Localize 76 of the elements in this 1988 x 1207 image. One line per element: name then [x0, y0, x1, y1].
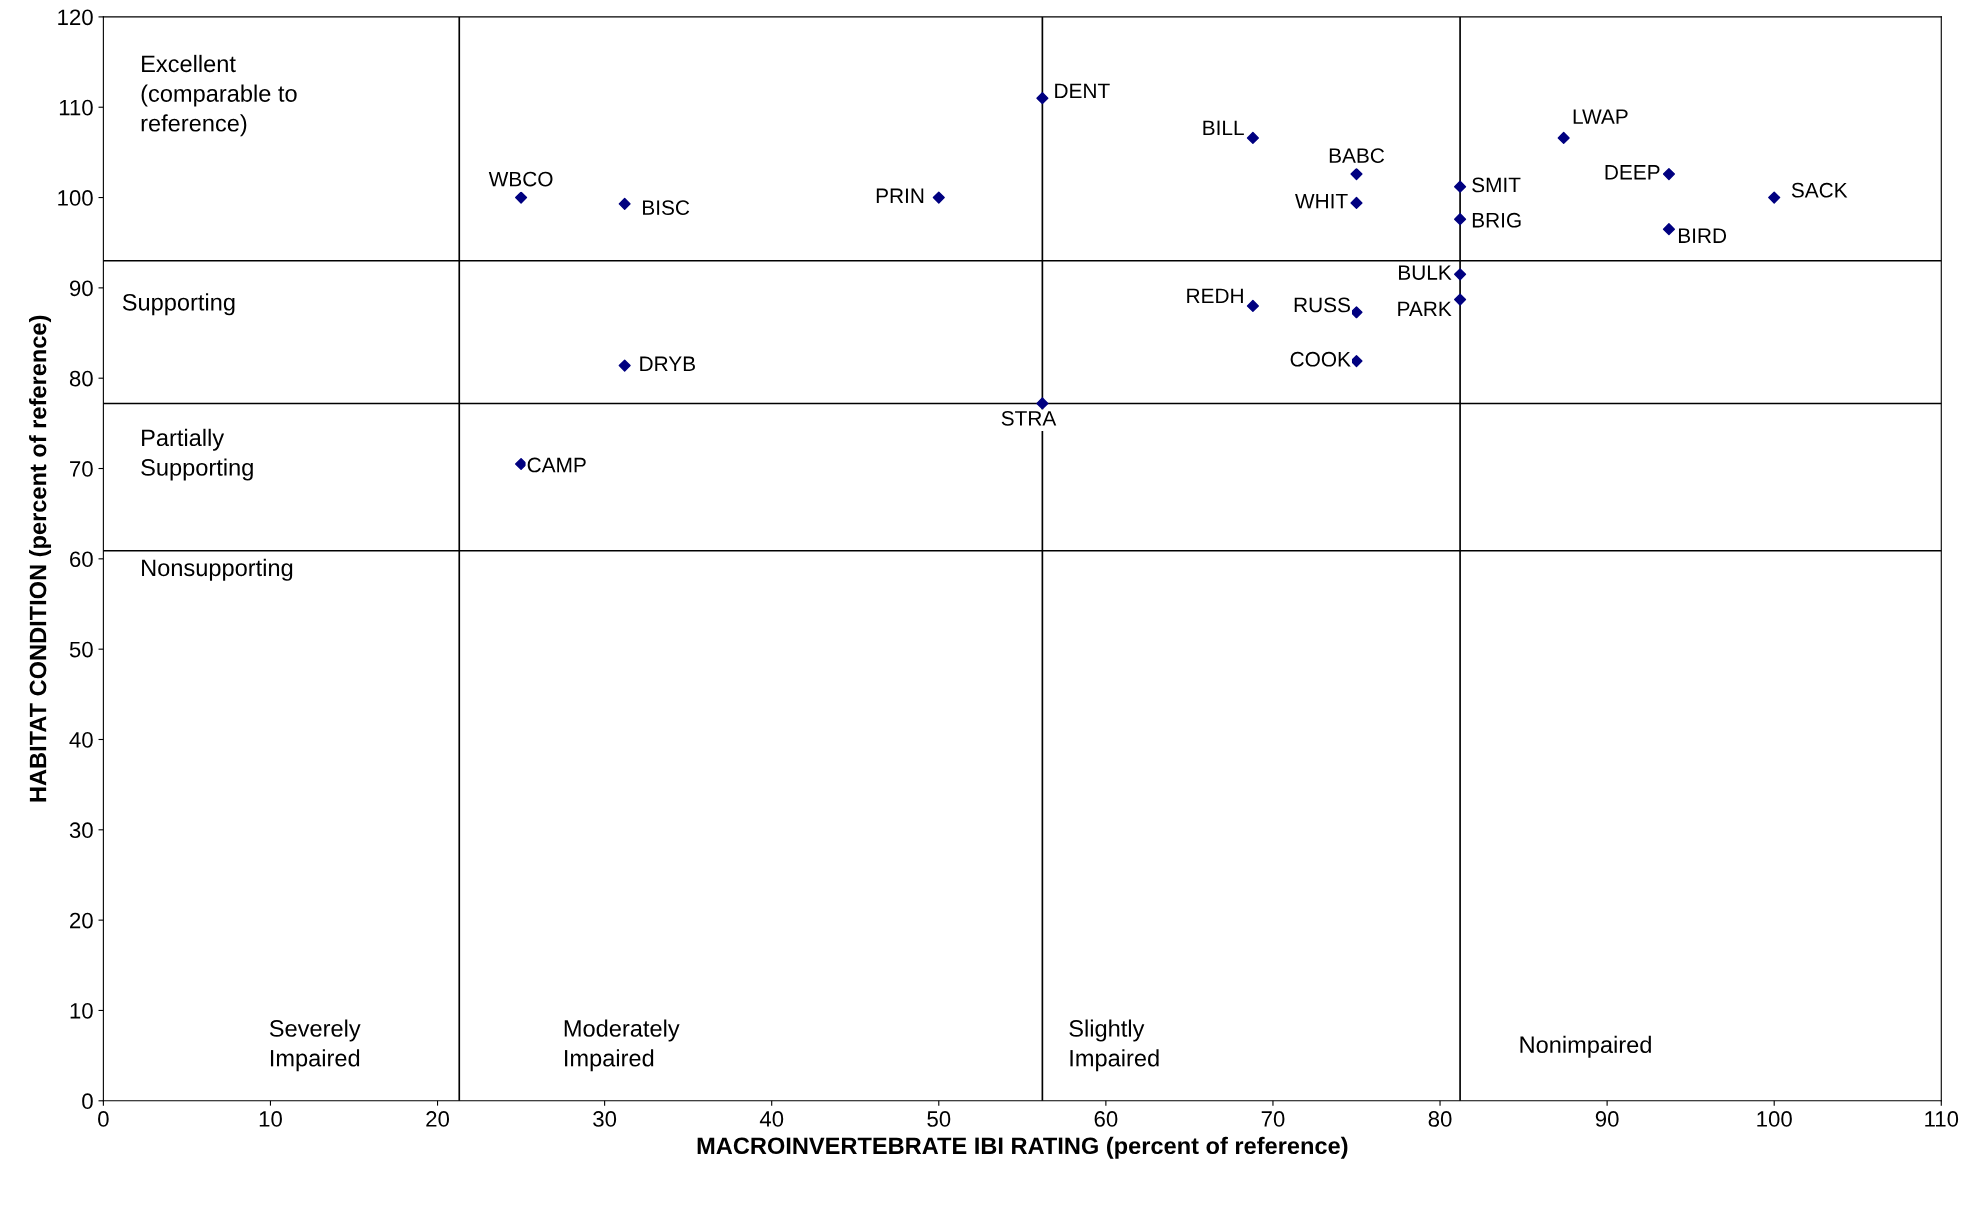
point: [515, 457, 528, 471]
point: [515, 191, 528, 204]
annotation: Nonsupporting: [142, 558, 293, 581]
data-label: REDH: [1187, 288, 1243, 303]
data-label: PARK: [1398, 301, 1452, 317]
y-tick-label: 0: [82, 1093, 93, 1110]
point: [1454, 293, 1467, 306]
y-tick-label: 20: [70, 912, 93, 929]
x-tick-label: 20: [426, 1111, 450, 1127]
point: [1454, 268, 1467, 281]
x-tick-label: 40: [759, 1111, 784, 1127]
y-tick-label: 80: [69, 370, 93, 387]
x-tick-label: 70: [1261, 1111, 1285, 1127]
point: [1036, 397, 1049, 410]
point: [618, 359, 631, 372]
y-tick-label: 50: [69, 641, 93, 658]
y-tick-label: 100: [58, 190, 93, 206]
x-tick-label: 10: [259, 1111, 282, 1127]
point: [1350, 167, 1363, 181]
data-label: CAMP: [527, 457, 586, 473]
point: [1350, 196, 1363, 210]
point: [1454, 213, 1467, 226]
data-label: DEEP: [1605, 165, 1660, 180]
point: [1454, 180, 1467, 193]
data-label: COOK: [1290, 351, 1351, 367]
y-tick-label: 70: [70, 461, 93, 477]
point: [1246, 131, 1259, 145]
y-tick-label: 90: [69, 280, 93, 297]
annotation: Partially Supporting: [141, 428, 253, 481]
y-tick-label: 110: [59, 99, 93, 116]
data-label: LWAP: [1573, 109, 1628, 124]
x-tick-label: 110: [1925, 1111, 1959, 1127]
data-label: PRIN: [876, 188, 924, 203]
data-label: SMIT: [1472, 177, 1521, 193]
data-label: STRA: [1001, 410, 1057, 426]
data-label: BRIG: [1472, 212, 1521, 228]
x-tick-label: 80: [1428, 1111, 1452, 1127]
y-tick-label: 120: [58, 9, 93, 26]
point: [1768, 191, 1781, 204]
annotation: Nonimpaired: [1520, 1035, 1651, 1058]
annotation: Supporting: [122, 293, 235, 316]
data-label: BILL: [1203, 120, 1244, 135]
x-axis-title: MACROINVERTEBRATE IBI RATING (percent of reference): [697, 1136, 1348, 1159]
data-label: WBCO: [488, 171, 553, 187]
point: [1662, 223, 1676, 236]
x-tick-label: 60: [1094, 1111, 1118, 1127]
point: [1246, 299, 1259, 313]
annotation: Excellent (comparable to reference): [141, 54, 297, 137]
data-label: BIRD: [1678, 228, 1727, 243]
point: [1036, 92, 1049, 105]
data-label: SACK: [1791, 182, 1848, 198]
point: [1350, 306, 1363, 319]
data-label: DENT: [1055, 83, 1110, 99]
x-tick-label: 90: [1595, 1111, 1619, 1127]
data-label: BISC: [643, 200, 690, 216]
point: [618, 197, 631, 210]
data-label: RUSS: [1294, 297, 1350, 313]
point: [1662, 167, 1676, 181]
annotation: Moderately Impaired: [564, 1019, 680, 1072]
data-label: WHIT: [1295, 194, 1348, 209]
y-tick-label: 30: [69, 822, 93, 839]
point: [932, 191, 945, 204]
annotation: Severely Impaired: [269, 1019, 361, 1072]
x-tick-label: 30: [593, 1111, 617, 1127]
y-tick-label: 60: [70, 551, 93, 568]
annotation: Slightly Impaired: [1069, 1019, 1159, 1072]
x-tick-label: 0: [98, 1111, 109, 1127]
point: [1557, 131, 1570, 145]
y-tick-label: 40: [69, 732, 93, 748]
y-tick-label: 10: [70, 1002, 93, 1019]
data-label: DRYB: [640, 356, 695, 371]
data-label: BABC: [1329, 148, 1385, 163]
y-axis-title: HABITAT CONDITION (percent of reference): [29, 315, 52, 802]
data-label: BULK: [1399, 265, 1452, 280]
x-tick-label: 100: [1757, 1111, 1792, 1127]
x-tick-label: 50: [927, 1111, 951, 1127]
